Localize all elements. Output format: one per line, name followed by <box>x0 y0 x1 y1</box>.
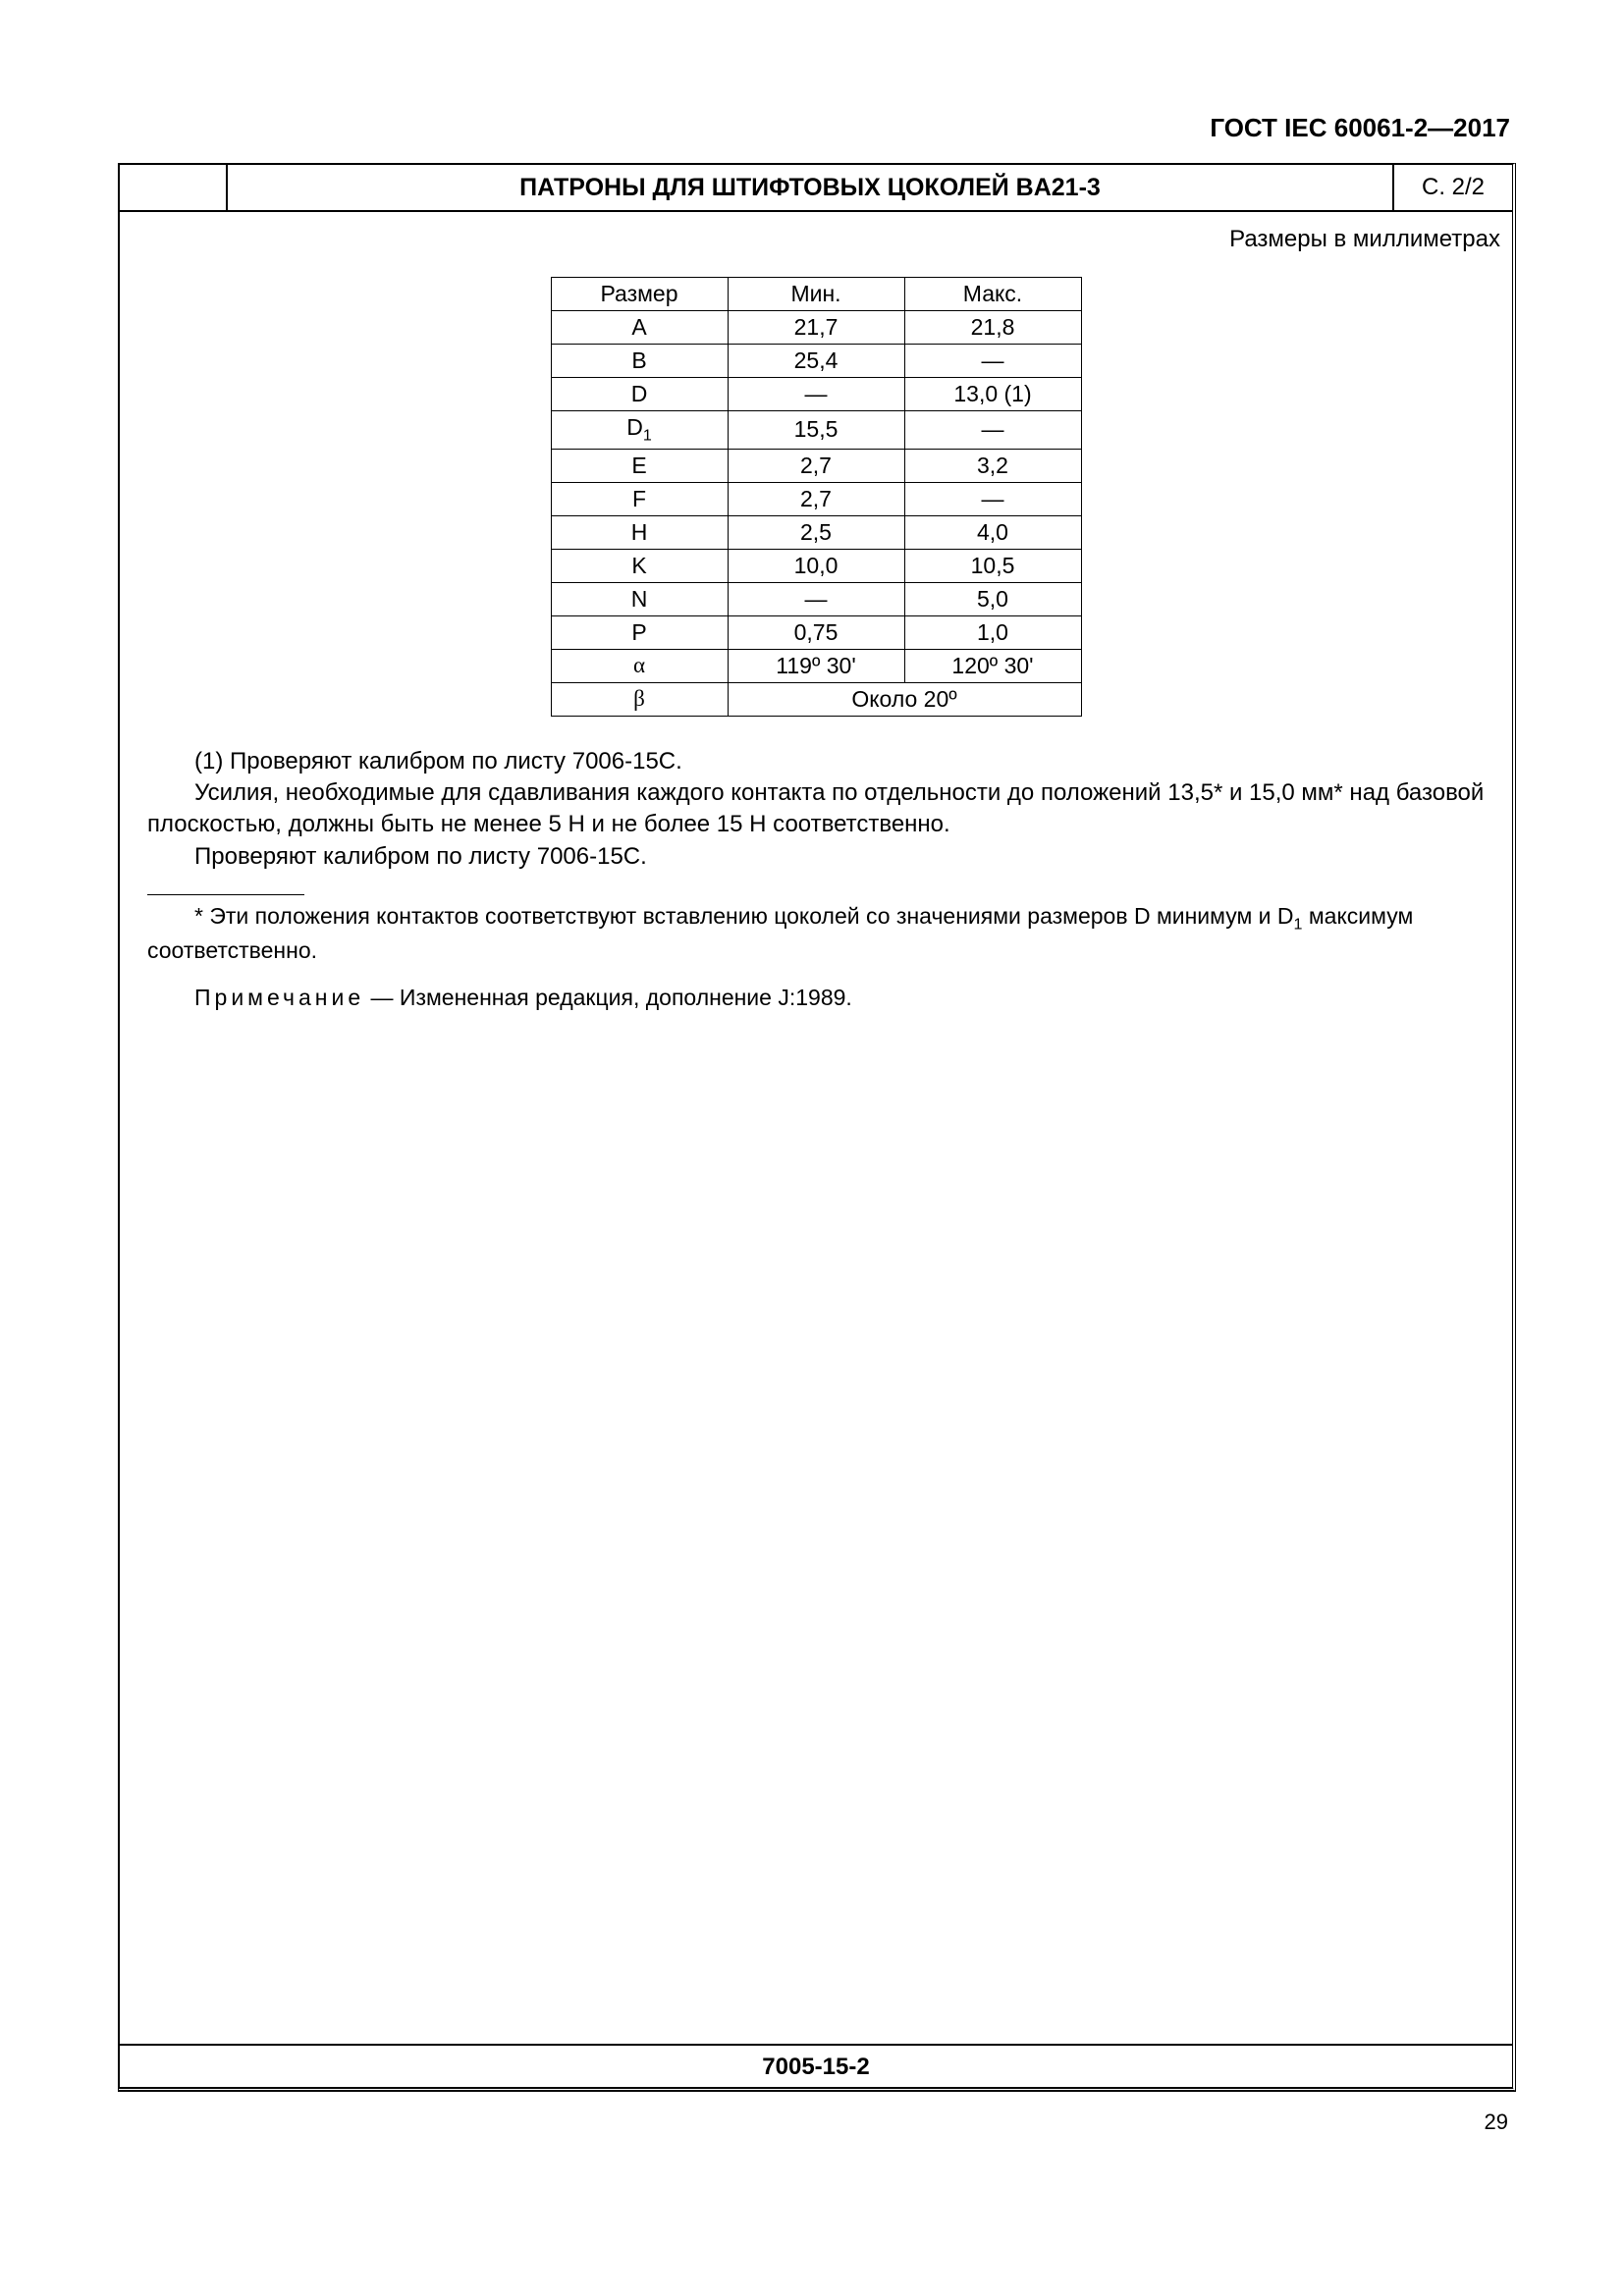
cell-max: 13,0 (1) <box>904 378 1081 411</box>
table-row: D—13,0 (1) <box>551 378 1081 411</box>
table-row: N—5,0 <box>551 582 1081 615</box>
footnote: * Эти положения контактов соответствуют … <box>120 901 1512 966</box>
cell-max: 10,5 <box>904 549 1081 582</box>
cell-min: 10,0 <box>728 549 904 582</box>
col-header-min: Мин. <box>728 278 904 311</box>
cell-max: 120º 30' <box>904 649 1081 682</box>
units-label: Размеры в миллиметрах <box>120 212 1512 277</box>
table-header-row: Размер Мин. Макс. <box>551 278 1081 311</box>
cell-size: D1 <box>551 411 728 450</box>
table-row: D115,5— <box>551 411 1081 450</box>
note-label: Примечание <box>194 985 364 1010</box>
title-stub <box>120 165 228 210</box>
force-paragraph: Усилия, необходимые для сдавливания кажд… <box>147 777 1485 841</box>
page: ГОСТ IEC 60061-2—2017 ПАТРОНЫ ДЛЯ ШТИФТО… <box>0 0 1624 2296</box>
table-row: K10,010,5 <box>551 549 1081 582</box>
cell-size: E <box>551 449 728 482</box>
cell-max: 3,2 <box>904 449 1081 482</box>
cell-size: K <box>551 549 728 582</box>
cell-max: — <box>904 482 1081 515</box>
cell-size: B <box>551 345 728 378</box>
cell-size: F <box>551 482 728 515</box>
sheet-number: C. 2/2 <box>1394 165 1512 210</box>
edition-note: Примечание — Измененная редакция, дополн… <box>120 967 1512 1011</box>
table-row: B25,4— <box>551 345 1081 378</box>
cell-size: D <box>551 378 728 411</box>
cell-size: α <box>551 649 728 682</box>
cell-min: 25,4 <box>728 345 904 378</box>
note-text: Измененная редакция, дополнение J:1989. <box>400 985 852 1010</box>
gauge-paragraph: Проверяют калибром по листу 7006-15C. <box>147 841 1485 873</box>
table-row: F2,7— <box>551 482 1081 515</box>
cell-min: — <box>728 582 904 615</box>
cell-min: — <box>728 378 904 411</box>
cell-size: P <box>551 615 728 649</box>
cell-max: — <box>904 345 1081 378</box>
content-frame: ПАТРОНЫ ДЛЯ ШТИФТОВЫХ ЦОКОЛЕЙ BA21-3 C. … <box>118 163 1516 2092</box>
note-dash: — <box>364 985 400 1010</box>
cell-min: 15,5 <box>728 411 904 450</box>
page-number: 29 <box>118 2092 1516 2135</box>
table-row: βОколо 20º <box>551 682 1081 716</box>
col-header-max: Макс. <box>904 278 1081 311</box>
page-title: ПАТРОНЫ ДЛЯ ШТИФТОВЫХ ЦОКОЛЕЙ BA21-3 <box>228 165 1394 210</box>
footnote-text-a: * Эти положения контактов соответствуют … <box>194 903 1294 929</box>
sheet-code: 7005-15-2 <box>120 2044 1512 2087</box>
table-row: E2,73,2 <box>551 449 1081 482</box>
cell-max: 21,8 <box>904 311 1081 345</box>
col-header-size: Размер <box>551 278 728 311</box>
cell-min: 0,75 <box>728 615 904 649</box>
cell-min: 119º 30' <box>728 649 904 682</box>
cell-size: A <box>551 311 728 345</box>
note-1: (1) Проверяют калибром по листу 7006-15C… <box>147 746 1485 777</box>
table-row: α119º 30'120º 30' <box>551 649 1081 682</box>
standard-header: ГОСТ IEC 60061-2—2017 <box>118 113 1516 143</box>
cell-max: — <box>904 411 1081 450</box>
title-row: ПАТРОНЫ ДЛЯ ШТИФТОВЫХ ЦОКОЛЕЙ BA21-3 C. … <box>120 165 1512 212</box>
cell-size: H <box>551 515 728 549</box>
cell-min: 2,7 <box>728 449 904 482</box>
cell-max: 4,0 <box>904 515 1081 549</box>
cell-min: 21,7 <box>728 311 904 345</box>
cell-max: 5,0 <box>904 582 1081 615</box>
table-row: H2,54,0 <box>551 515 1081 549</box>
table-row: A21,721,8 <box>551 311 1081 345</box>
cell-min: 2,7 <box>728 482 904 515</box>
body-text: (1) Проверяют калибром по листу 7006-15C… <box>120 746 1512 874</box>
dimensions-table: Размер Мин. Макс. A21,721,8B25,4—D—13,0 … <box>551 277 1082 717</box>
cell-size: N <box>551 582 728 615</box>
cell-span: Около 20º <box>728 682 1081 716</box>
table-row: P0,751,0 <box>551 615 1081 649</box>
footnote-rule <box>147 894 304 895</box>
cell-size: β <box>551 682 728 716</box>
cell-max: 1,0 <box>904 615 1081 649</box>
cell-min: 2,5 <box>728 515 904 549</box>
